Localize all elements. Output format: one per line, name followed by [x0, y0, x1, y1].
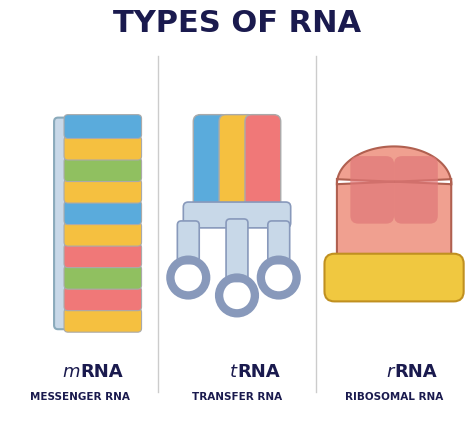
FancyBboxPatch shape	[64, 308, 142, 332]
FancyBboxPatch shape	[64, 136, 142, 160]
Text: TRANSFER RNA: TRANSFER RNA	[192, 392, 282, 402]
FancyBboxPatch shape	[193, 115, 229, 218]
FancyBboxPatch shape	[64, 115, 142, 139]
FancyBboxPatch shape	[177, 221, 199, 264]
FancyBboxPatch shape	[350, 156, 394, 224]
FancyBboxPatch shape	[183, 202, 291, 228]
Text: TYPES OF RNA: TYPES OF RNA	[113, 9, 361, 38]
FancyBboxPatch shape	[54, 117, 74, 329]
FancyBboxPatch shape	[64, 244, 142, 268]
Text: RNA: RNA	[80, 362, 123, 381]
Text: r: r	[387, 362, 394, 381]
Text: RIBOSOMAL RNA: RIBOSOMAL RNA	[345, 392, 443, 402]
Text: t: t	[230, 362, 237, 381]
FancyBboxPatch shape	[268, 221, 290, 264]
FancyBboxPatch shape	[64, 201, 142, 224]
FancyBboxPatch shape	[219, 115, 255, 218]
Text: RNA: RNA	[394, 362, 437, 381]
FancyBboxPatch shape	[64, 158, 142, 181]
FancyBboxPatch shape	[64, 179, 142, 203]
Polygon shape	[337, 147, 451, 256]
Text: m: m	[63, 362, 80, 381]
FancyBboxPatch shape	[245, 115, 281, 218]
FancyBboxPatch shape	[226, 219, 248, 282]
FancyBboxPatch shape	[64, 265, 142, 289]
FancyBboxPatch shape	[64, 287, 142, 311]
Text: RNA: RNA	[237, 362, 280, 381]
Text: MESSENGER RNA: MESSENGER RNA	[30, 392, 130, 402]
FancyBboxPatch shape	[394, 156, 438, 224]
FancyBboxPatch shape	[325, 254, 464, 301]
FancyBboxPatch shape	[64, 222, 142, 246]
